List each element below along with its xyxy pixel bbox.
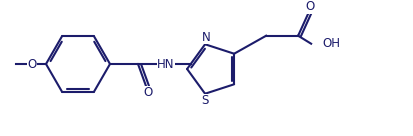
Text: O: O: [143, 86, 152, 100]
Text: O: O: [27, 58, 36, 70]
Text: OH: OH: [321, 37, 339, 50]
Text: S: S: [201, 94, 208, 107]
Text: N: N: [201, 31, 210, 44]
Text: O: O: [305, 0, 314, 13]
Text: HN: HN: [157, 58, 174, 70]
